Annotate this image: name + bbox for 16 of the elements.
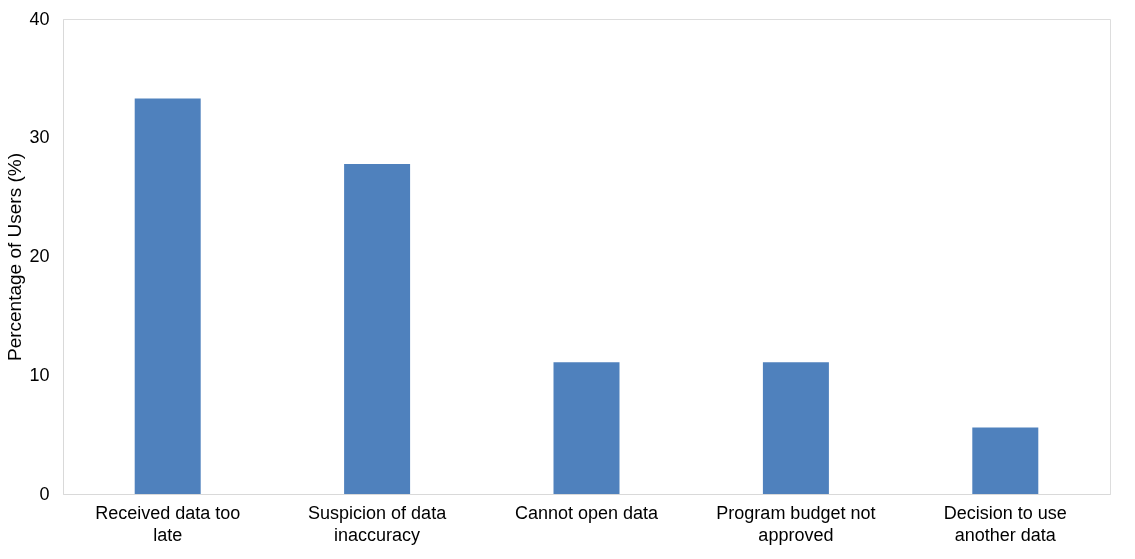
x-tick-label: Program budget not approved (716, 502, 876, 545)
x-tick-label: Received data too late (95, 502, 241, 545)
x-tick-label: Cannot open data (514, 502, 660, 523)
x-tick-label: Suspicion of data inaccuracy (308, 502, 448, 545)
bar (762, 362, 829, 494)
bar (553, 362, 620, 494)
y-tick-label: 0 (39, 483, 50, 504)
y-tick-label: 30 (29, 127, 50, 148)
bar (972, 427, 1039, 494)
y-tick-label: 10 (29, 364, 50, 385)
bar (134, 98, 201, 494)
y-axis-title: Percentage of Users (%) (4, 152, 26, 362)
y-tick-label: 20 (29, 246, 50, 266)
x-tick-label: Decision to use another data (943, 502, 1067, 545)
y-tick-label: 40 (29, 8, 50, 29)
bar (344, 163, 411, 494)
